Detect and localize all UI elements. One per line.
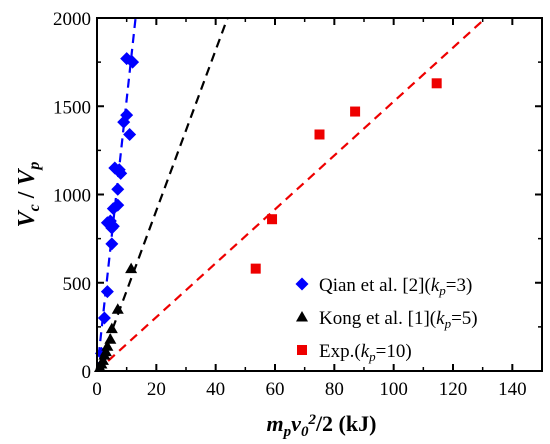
x-axis-label: mpv02/2 (kJ) (267, 411, 377, 440)
text-part: 2 (307, 412, 316, 428)
data-point-series-1-5 (101, 340, 114, 351)
legend-marker-series-0 (295, 277, 309, 291)
y-tick-label: 500 (63, 274, 92, 295)
text-part: p (368, 349, 376, 364)
text-part: k (436, 308, 445, 329)
text-part: p (26, 162, 43, 172)
data-point-series-0-2 (100, 285, 114, 299)
text-part: v (291, 411, 301, 436)
legend-label-series-2: Exp.(kp=10) (319, 341, 412, 364)
y-tick-label: 0 (82, 362, 92, 383)
x-tick-label: 60 (266, 379, 285, 400)
data-point-series-2-4 (431, 78, 442, 89)
data-point-series-0-16 (120, 52, 134, 66)
x-tick-label: 80 (325, 379, 344, 400)
data-point-series-0-13 (114, 166, 128, 180)
text-part: p (444, 316, 452, 331)
text-part: p (438, 283, 446, 298)
text-part: Qian et al. [2]( (319, 275, 431, 296)
text-part: c (26, 204, 43, 211)
data-point-series-0-17 (123, 127, 137, 141)
data-point-series-2-2 (314, 129, 325, 140)
data-point-series-1-7 (105, 322, 118, 334)
x-tick-label: 100 (379, 379, 408, 400)
data-point-series-2-3 (350, 106, 361, 117)
y-tick-label: 1500 (53, 97, 91, 118)
data-point-series-1-9 (125, 262, 138, 274)
data-point-series-2-1 (267, 214, 278, 225)
text-part: m (267, 411, 284, 436)
text-part: V (14, 209, 40, 227)
data-point-series-1-8 (111, 303, 124, 314)
text-part: k (431, 275, 440, 296)
data-point-series-1-6 (104, 333, 117, 344)
text-part: V (14, 168, 40, 186)
x-tick-label: 140 (498, 379, 527, 400)
text-part: / (14, 186, 40, 205)
data-point-series-0-11 (111, 182, 125, 196)
text-part: 0 (301, 424, 309, 440)
data-point-series-0-5 (105, 237, 119, 251)
legend-label-series-1: Kong et al. [1](kp=5) (319, 308, 478, 331)
x-tick-label: 40 (206, 379, 225, 400)
text-part: Kong et al. [1]( (319, 308, 436, 329)
text-part: Exp.( (319, 341, 361, 362)
text-part: /2 (kJ) (315, 411, 377, 436)
y-tick-label: 1000 (53, 186, 91, 207)
legend-marker-series-2 (297, 345, 307, 355)
data-point-series-0-10 (111, 198, 125, 212)
y-tick-label: 2000 (53, 9, 91, 30)
data-point-series-0-15 (120, 108, 134, 122)
text-part: k (361, 341, 370, 362)
data-point-series-1-2 (96, 354, 109, 365)
data-point-series-2-0 (250, 263, 261, 274)
text-part: =10) (376, 341, 412, 362)
data-point-series-0-1 (97, 311, 111, 325)
x-tick-label: 120 (439, 379, 468, 400)
text-part: =3) (446, 275, 473, 296)
data-point-series-1-4 (99, 345, 112, 357)
data-point-series-0-7 (106, 219, 120, 233)
legend-marker-series-1 (296, 311, 308, 322)
text-part: p (282, 424, 292, 440)
legend-label-series-0: Qian et al. [2](kp=3) (319, 275, 472, 298)
data-point-series-0-18 (126, 55, 140, 69)
text-part: =5) (451, 308, 478, 329)
fit-line-series-2 (97, 18, 487, 371)
y-axis-label: Vc / Vp (14, 162, 43, 228)
x-tick-label: 20 (147, 379, 166, 400)
x-tick-label: 0 (92, 379, 102, 400)
